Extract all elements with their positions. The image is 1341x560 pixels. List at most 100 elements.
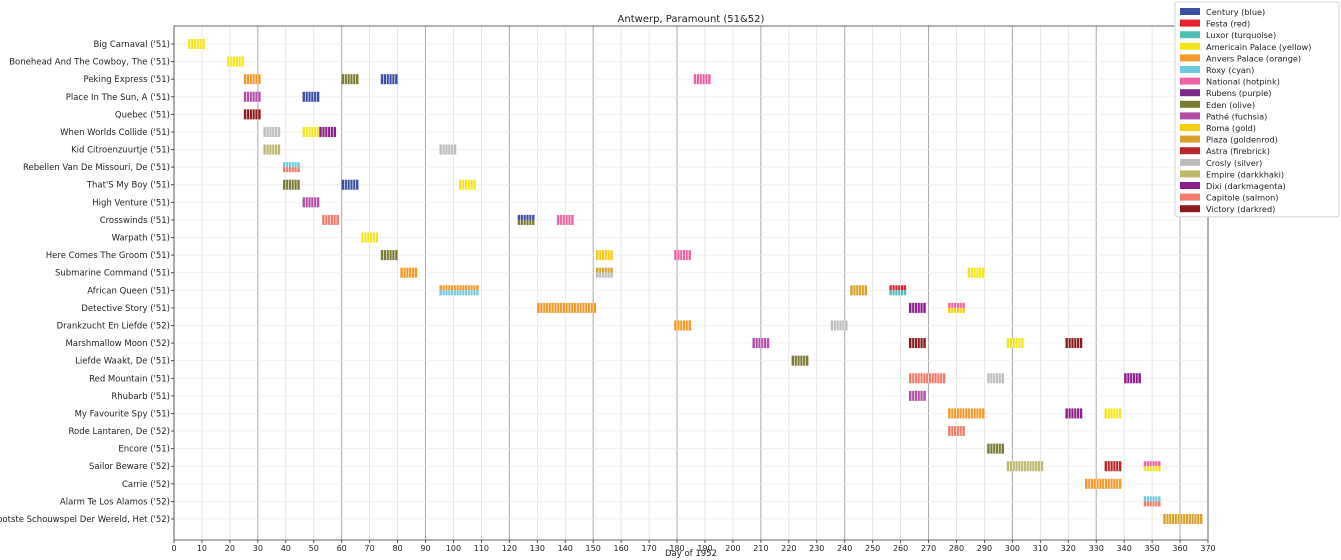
x-tick-label: 150 bbox=[586, 544, 601, 553]
x-tick-labels: 0 10 20 30 40 50 60 70 80 90 100 110 120 130 140 150 160… bbox=[171, 540, 1216, 553]
legend-label: Anvers Palace (orange) bbox=[1206, 53, 1301, 63]
x-tick-label: 340 bbox=[1117, 544, 1132, 553]
film-label: Liefde Waakt, De ('51) bbox=[75, 357, 170, 367]
legend-label: Empire (darkkhaki) bbox=[1206, 169, 1284, 179]
x-tick-label: 330 bbox=[1089, 544, 1104, 553]
x-tick-label: 80 bbox=[392, 544, 402, 553]
screening-bar bbox=[459, 179, 476, 190]
film-label: Drankzucht En Liefde ('52) bbox=[57, 321, 170, 331]
film-label: Kid Citroenzuurtje ('51) bbox=[71, 146, 170, 156]
x-tick-label: 260 bbox=[893, 544, 908, 553]
screening-bar bbox=[1104, 408, 1122, 419]
screening-bar bbox=[319, 126, 337, 137]
legend-label: Astra (firebrick) bbox=[1206, 146, 1270, 156]
screening-bar-fill bbox=[1006, 461, 1044, 472]
x-tick-label: 120 bbox=[502, 544, 517, 553]
screening-bar bbox=[908, 390, 926, 401]
film-label: Grootste Schouwspel Der Wereld, Het ('52… bbox=[0, 515, 170, 525]
screening-bar bbox=[830, 320, 848, 331]
legend-swatch bbox=[1180, 100, 1200, 108]
screening-bar bbox=[1006, 338, 1024, 349]
screening-bar bbox=[987, 373, 1004, 384]
film-label: Peking Express ('51) bbox=[84, 75, 171, 85]
x-tick-label: 20 bbox=[225, 544, 235, 553]
x-tick-label: 370 bbox=[1200, 544, 1215, 553]
screening-bar bbox=[908, 338, 926, 349]
film-label: African Queen ('51) bbox=[87, 286, 170, 296]
film-label: Sailor Beware ('52) bbox=[89, 462, 170, 472]
film-label: High Venture ('51) bbox=[92, 198, 170, 208]
screening-bar bbox=[595, 250, 613, 261]
screening-bar bbox=[967, 267, 985, 278]
legend-label: Rubens (purple) bbox=[1206, 88, 1271, 98]
screening-bar bbox=[1065, 408, 1083, 419]
x-tick-label: 100 bbox=[446, 544, 461, 553]
legend-label: Roma (gold) bbox=[1206, 123, 1256, 133]
legend-swatch bbox=[1180, 170, 1200, 178]
film-label: Place In The Sun, A ('51) bbox=[66, 93, 170, 103]
legend-label: National (hotpink) bbox=[1206, 77, 1280, 87]
screening-bar bbox=[322, 214, 339, 225]
film-label: Rode Lantaren, De ('52) bbox=[68, 427, 170, 437]
x-tick-label: 30 bbox=[253, 544, 263, 553]
screening-bar bbox=[341, 74, 359, 85]
legend-swatch bbox=[1180, 158, 1200, 166]
legend-swatch bbox=[1180, 66, 1200, 73]
screening-bar bbox=[674, 250, 691, 261]
x-tick-label: 180 bbox=[669, 544, 684, 553]
film-label: Big Carnaval ('51) bbox=[94, 40, 170, 50]
screening-bar bbox=[341, 179, 359, 190]
legend: Century (blue) Festa (red)Luxor (turquois… bbox=[1174, 1, 1340, 218]
film-label: Marshmallow Moon ('52) bbox=[65, 339, 170, 349]
film-label: When Worlds Collide ('51) bbox=[60, 128, 170, 138]
legend-swatch bbox=[1180, 193, 1200, 201]
x-tick-label: 230 bbox=[809, 544, 824, 553]
legend-swatch bbox=[1180, 112, 1200, 120]
screening-bar bbox=[1124, 373, 1141, 384]
legend-label: Dixi (darkmagenta) bbox=[1206, 181, 1286, 191]
screening-bar bbox=[889, 285, 907, 296]
legend-label: Roxy (cyan) bbox=[1206, 65, 1254, 75]
screening-bar bbox=[361, 232, 379, 243]
legend-swatch bbox=[1180, 124, 1200, 131]
legend-label: Luxor (turquoise) bbox=[1206, 30, 1276, 40]
plot-frame bbox=[173, 25, 1209, 541]
screening-bar bbox=[948, 426, 965, 437]
x-tick-label: 240 bbox=[837, 544, 852, 553]
x-tick-label: 130 bbox=[530, 544, 545, 553]
legend-swatch bbox=[1180, 31, 1200, 39]
screening-bar-fill bbox=[1085, 478, 1122, 489]
screening-bar bbox=[1065, 338, 1083, 349]
screening-bar bbox=[987, 443, 1004, 454]
film-label: Quebec ('51) bbox=[115, 110, 170, 120]
screening-bar bbox=[187, 39, 205, 49]
screening-bar bbox=[1085, 478, 1122, 489]
x-tick-label: 280 bbox=[949, 544, 964, 553]
screening-bar bbox=[243, 109, 261, 120]
screening-bar bbox=[1163, 514, 1203, 524]
x-tick-label: 110 bbox=[474, 544, 489, 553]
screening-bar bbox=[537, 302, 596, 313]
legend-label: Eden (olive) bbox=[1206, 100, 1255, 110]
x-tick-label: 160 bbox=[613, 544, 628, 553]
screening-bar bbox=[1143, 496, 1161, 507]
legend-swatch bbox=[1180, 89, 1200, 97]
legend-swatch bbox=[1180, 135, 1200, 143]
screening-bar-fill bbox=[537, 302, 596, 313]
screening-bar bbox=[263, 144, 281, 155]
screening-bar bbox=[693, 74, 711, 85]
screening-bar bbox=[302, 91, 320, 102]
screening-bar bbox=[908, 373, 946, 384]
film-label: Red Mountain ('51) bbox=[89, 374, 170, 384]
screening-bar bbox=[1104, 461, 1122, 472]
legend-label: Crosly (silver) bbox=[1206, 158, 1262, 168]
screening-bar bbox=[380, 74, 398, 85]
screening-bar bbox=[439, 285, 479, 296]
x-tick-label: 60 bbox=[337, 544, 347, 553]
bars-layer bbox=[187, 39, 1203, 524]
film-label: Carrie ('52) bbox=[122, 480, 170, 490]
screening-bar bbox=[1006, 461, 1044, 472]
x-tick-label: 250 bbox=[865, 544, 880, 553]
screening-bar bbox=[850, 285, 868, 296]
x-tick-label: 220 bbox=[781, 544, 796, 553]
